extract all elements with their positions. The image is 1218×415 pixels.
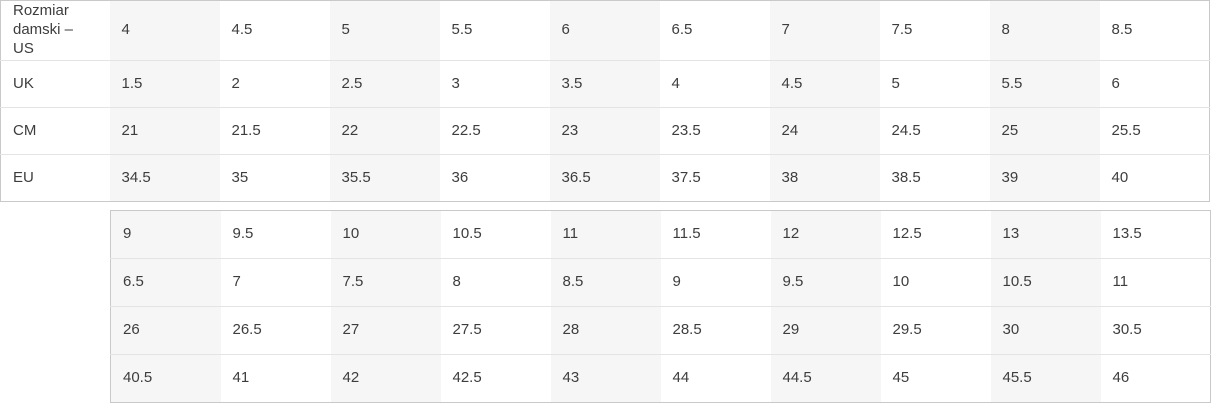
size-cell: 28.5: [660, 306, 771, 355]
table-row: 9 9.5 10 10.5 11 11.5 12 12.5 13 13.5: [110, 210, 1211, 259]
size-cell: 1.5: [109, 60, 220, 108]
size-cell: 2: [219, 60, 330, 108]
table-row: UK 1.5 2 2.5 3 3.5 4 4.5 5 5.5 6: [0, 60, 1210, 108]
size-cell: 4.5: [769, 60, 880, 108]
size-cell: 43: [550, 354, 661, 403]
size-cell: 22: [329, 107, 440, 155]
size-cell: 22.5: [439, 107, 550, 155]
size-cell: 36.5: [549, 154, 660, 202]
size-cell: 24.5: [879, 107, 990, 155]
size-cell: 11: [1100, 258, 1211, 307]
size-cell: 30: [990, 306, 1101, 355]
size-cell: 4.5: [219, 0, 330, 61]
size-cell: 23: [549, 107, 660, 155]
size-cell: 6.5: [110, 258, 221, 307]
size-cell: 5: [329, 0, 440, 61]
row-label: EU: [0, 154, 110, 202]
size-cell: 26: [110, 306, 221, 355]
table-row: 6.5 7 7.5 8 8.5 9 9.5 10 10.5 11: [110, 258, 1211, 307]
size-cell: 35.5: [329, 154, 440, 202]
size-cell: 38: [769, 154, 880, 202]
size-cell: 40.5: [110, 354, 221, 403]
row-label: Rozmiar damski – US: [0, 0, 110, 61]
size-cell: 26.5: [220, 306, 331, 355]
size-cell: 28: [550, 306, 661, 355]
size-cell: 45: [880, 354, 991, 403]
size-cell: 4: [659, 60, 770, 108]
size-cell: 41: [220, 354, 331, 403]
size-cell: 10: [880, 258, 991, 307]
size-cell: 37.5: [659, 154, 770, 202]
size-cell: 21.5: [219, 107, 330, 155]
size-cell: 29.5: [880, 306, 991, 355]
size-cell: 29: [770, 306, 881, 355]
row-label: UK: [0, 60, 110, 108]
table-row: EU 34.5 35 35.5 36 36.5 37.5 38 38.5 39 40: [0, 154, 1210, 202]
size-cell: 27.5: [440, 306, 551, 355]
size-cell: 10.5: [990, 258, 1101, 307]
size-cell: 8.5: [550, 258, 661, 307]
size-cell: 39: [989, 154, 1100, 202]
size-cell: 3.5: [549, 60, 660, 108]
size-cell: 7.5: [330, 258, 441, 307]
size-cell: 27: [330, 306, 441, 355]
size-cell: 7: [769, 0, 880, 61]
size-cell: 11: [550, 210, 661, 259]
size-cell: 25: [989, 107, 1100, 155]
size-table-continued: 9 9.5 10 10.5 11 11.5 12 12.5 13 13.5 6.5 7 7.5 8 8.5 9…: [110, 210, 1211, 403]
size-cell: 13.5: [1100, 210, 1211, 259]
size-cell: 8: [440, 258, 551, 307]
size-cell: 34.5: [109, 154, 220, 202]
size-cell: 44.5: [770, 354, 881, 403]
size-cell: 45.5: [990, 354, 1101, 403]
size-cell: 7: [220, 258, 331, 307]
size-table-women-us: Rozmiar damski – US 4 4.5 5 5.5 6 6.5 7 7.5 8 8.5 U…: [0, 0, 1210, 202]
size-cell: 30.5: [1100, 306, 1211, 355]
size-cell: 2.5: [329, 60, 440, 108]
size-table-continued-body: 9 9.5 10 10.5 11 11.5 12 12.5 13 13.5 6.5 7 7.5 8 8.5 9…: [110, 210, 1211, 403]
table-row: 40.5 41 42 42.5 43 44 44.5 45 45.5 46: [110, 354, 1211, 403]
size-cell: 44: [660, 354, 771, 403]
size-cell: 6: [549, 0, 660, 61]
table-row: 26 26.5 27 27.5 28 28.5 29 29.5 30 30.5: [110, 306, 1211, 355]
size-cell: 3: [439, 60, 550, 108]
size-cell: 42: [330, 354, 441, 403]
size-cell: 12.5: [880, 210, 991, 259]
size-cell: 9: [110, 210, 221, 259]
size-cell: 23.5: [659, 107, 770, 155]
size-cell: 9.5: [770, 258, 881, 307]
size-cell: 46: [1100, 354, 1211, 403]
size-cell: 24: [769, 107, 880, 155]
size-cell: 6.5: [659, 0, 770, 61]
row-label: CM: [0, 107, 110, 155]
size-cell: 10.5: [440, 210, 551, 259]
size-cell: 25.5: [1099, 107, 1210, 155]
size-cell: 40: [1099, 154, 1210, 202]
size-cell: 9: [660, 258, 771, 307]
size-cell: 9.5: [220, 210, 331, 259]
size-cell: 5.5: [439, 0, 550, 61]
size-cell: 42.5: [440, 354, 551, 403]
size-cell: 5.5: [989, 60, 1100, 108]
size-cell: 35: [219, 154, 330, 202]
size-cell: 10: [330, 210, 441, 259]
size-cell: 12: [770, 210, 881, 259]
size-cell: 7.5: [879, 0, 990, 61]
size-cell: 5: [879, 60, 990, 108]
size-cell: 6: [1099, 60, 1210, 108]
size-cell: 8.5: [1099, 0, 1210, 61]
table-row: Rozmiar damski – US 4 4.5 5 5.5 6 6.5 7 7.5 8 8.5: [0, 0, 1210, 61]
size-cell: 13: [990, 210, 1101, 259]
size-table-women-us-body: Rozmiar damski – US 4 4.5 5 5.5 6 6.5 7 7.5 8 8.5 U…: [0, 0, 1210, 202]
size-cell: 4: [109, 0, 220, 61]
size-cell: 36: [439, 154, 550, 202]
size-cell: 11.5: [660, 210, 771, 259]
size-cell: 38.5: [879, 154, 990, 202]
size-cell: 21: [109, 107, 220, 155]
table-row: CM 21 21.5 22 22.5 23 23.5 24 24.5 25 25.5: [0, 107, 1210, 155]
size-cell: 8: [989, 0, 1100, 61]
